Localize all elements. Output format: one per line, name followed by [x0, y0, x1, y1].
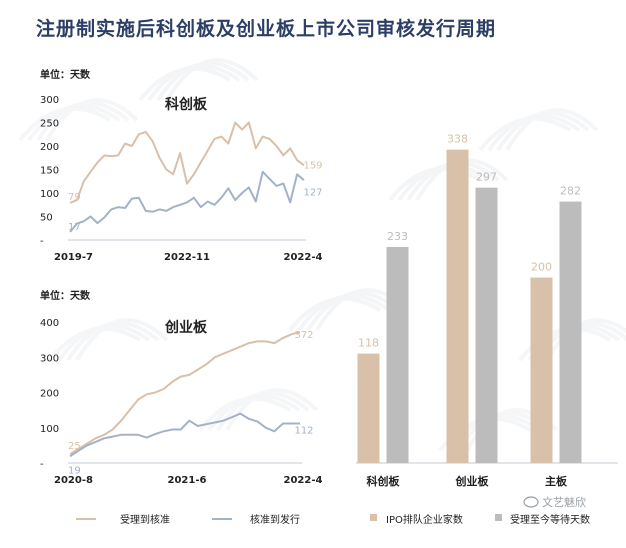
legend-swatch-queue: [370, 514, 377, 521]
bar-queue: [530, 277, 553, 463]
texture-stroke: [138, 58, 259, 102]
bar-value-label: 200: [531, 261, 552, 274]
y-tick-label: 100: [40, 189, 59, 200]
x-tick-label: 2020-8: [54, 475, 93, 486]
unit-label: 单位：天数: [40, 289, 91, 302]
series-line-approve: [69, 330, 301, 456]
y-tick-label: -: [40, 236, 44, 247]
series-end-label: 159: [303, 160, 322, 171]
bar-wait: [559, 201, 582, 464]
y-tick-label: 250: [40, 119, 59, 130]
bar-category-label: 科创板: [367, 474, 401, 488]
x-tick-label: 2022-4: [284, 252, 323, 263]
texture-stroke: [478, 108, 599, 152]
x-tick-label: 2022-11: [164, 252, 210, 263]
bar-wait: [386, 247, 409, 463]
bar-value-label: 338: [447, 133, 468, 146]
y-tick-label: 400: [40, 318, 59, 329]
watermark: 文艺魅欣: [523, 495, 586, 509]
legend-label: 核准到发行: [250, 513, 300, 526]
y-tick-label: -: [40, 459, 44, 470]
y-tick-label: 150: [40, 166, 59, 177]
bar-category-label: 主板: [545, 474, 568, 488]
unit-label: 单位：天数: [40, 68, 91, 81]
wechat-icon: [523, 496, 539, 508]
series-end-label: 112: [294, 426, 313, 437]
series-line-issue: [69, 170, 305, 233]
series-start-label: 25: [68, 441, 81, 452]
series-line-issue: [69, 412, 300, 458]
series-start-label: 19: [68, 465, 81, 476]
legend-swatch-wait: [495, 514, 502, 521]
series-end-label: 372: [294, 330, 313, 341]
bar-value-label: 297: [476, 171, 497, 184]
page-title: 注册制实施后科创板及创业板上市公司审核发行周期: [36, 18, 497, 40]
chart-title: 创业板: [164, 319, 208, 336]
x-tick-label: 2022-4: [284, 475, 323, 486]
bar-queue: [357, 353, 380, 463]
bar-value-label: 118: [358, 337, 379, 350]
texture-stroke: [288, 288, 409, 332]
texture-stroke: [18, 98, 139, 142]
y-tick-label: 50: [40, 213, 53, 224]
y-tick-label: 300: [40, 95, 59, 106]
series-line-approve: [69, 121, 305, 204]
series-end-label: 127: [303, 187, 322, 198]
texture-stroke: [388, 158, 509, 202]
y-tick-label: 100: [40, 424, 59, 435]
bar-value-label: 233: [387, 230, 408, 243]
bar-chart: 118 233 科创板 338 297 创业板 200 282 主板: [356, 133, 618, 488]
watermark-text: 文艺魅欣: [542, 495, 586, 509]
x-tick-label: 2019-7: [54, 252, 93, 263]
legend: 受理到核准 核准到发行 IPO排队企业家数 受理至今等待天数: [76, 513, 590, 526]
bar-value-label: 282: [560, 185, 581, 198]
legend-label: 受理到核准: [120, 513, 170, 526]
y-tick-label: 200: [40, 389, 59, 400]
bar-wait: [475, 187, 498, 463]
legend-label: 受理至今等待天数: [510, 513, 590, 526]
series-start-label: 17: [68, 222, 81, 233]
bar-queue: [446, 149, 469, 464]
bar-category-label: 创业板: [455, 474, 490, 488]
y-tick-label: 300: [40, 353, 59, 364]
legend-label: IPO排队企业家数: [386, 513, 463, 526]
series-start-label: 79: [68, 192, 81, 203]
y-tick-label: 200: [40, 142, 59, 153]
x-tick-label: 2021-6: [168, 475, 207, 486]
texture-stroke: [198, 388, 319, 432]
chart-title: 科创板: [165, 96, 208, 113]
texture-stroke: [48, 318, 169, 362]
